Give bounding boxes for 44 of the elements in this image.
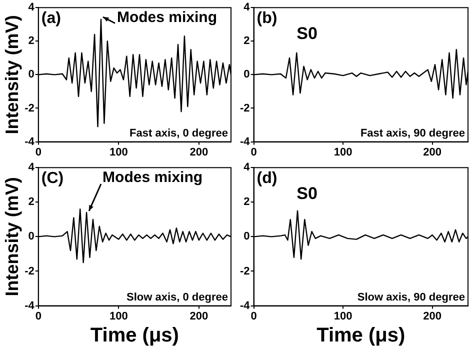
x-tick-label: 100 <box>109 310 128 322</box>
y-tick-label: -2 <box>24 102 34 114</box>
x-tick-label: 200 <box>423 310 442 322</box>
y-tick-label: 2 <box>244 196 250 208</box>
x-tick-label: 200 <box>190 146 208 158</box>
y-tick-label: 2 <box>28 196 34 208</box>
x-tick-label: 200 <box>423 146 442 158</box>
chart-title: (b) <box>256 10 278 28</box>
y-tick-label: 0 <box>244 230 250 243</box>
y-tick-label: 0 <box>28 68 34 81</box>
x-tick-label: 100 <box>334 146 352 158</box>
annotation: Slow axis, 90 degree <box>357 291 465 304</box>
annotation: Fast axis, 0 degree <box>130 127 228 140</box>
y-axis-title: Intensity (mV) <box>2 15 22 134</box>
annotation: S0 <box>296 24 318 43</box>
chart-title: (C) <box>41 170 64 188</box>
y-tick-label: 0 <box>28 230 34 243</box>
annotation: Modes mixing <box>102 169 203 186</box>
y-tick-label: -2 <box>240 265 250 278</box>
y-tick-label: 4 <box>28 2 36 14</box>
chart-title: (d) <box>256 170 278 188</box>
annotation: Modes mixing <box>116 9 217 26</box>
y-tick-label: -4 <box>24 300 36 312</box>
x-axis-title: Time (μs) <box>316 324 406 347</box>
x-tick-label: 100 <box>109 146 128 158</box>
y-tick-label: -4 <box>240 136 251 148</box>
y-tick-label: 4 <box>28 162 36 174</box>
y-tick-label: 4 <box>244 2 251 14</box>
y-tick-label: 0 <box>244 68 250 81</box>
chart-title: (a) <box>41 10 61 28</box>
y-tick-label: 4 <box>244 162 251 174</box>
y-tick-label: -4 <box>240 300 251 312</box>
y-axis-title: Intensity (mV) <box>2 177 22 296</box>
annotation: Fast axis, 90 degree <box>360 127 465 140</box>
y-tick-label: 2 <box>244 35 250 48</box>
annotation: Slow axis, 0 degree <box>126 291 228 304</box>
y-tick-label: -2 <box>24 265 34 278</box>
x-axis-title: Time (μs) <box>90 324 179 347</box>
y-tick-label: -2 <box>240 102 250 114</box>
y-tick-label: 2 <box>28 35 34 48</box>
y-tick-label: -4 <box>24 136 36 148</box>
x-tick-label: 100 <box>334 310 352 322</box>
x-tick-label: 200 <box>190 310 208 322</box>
annotation: S0 <box>296 184 318 203</box>
